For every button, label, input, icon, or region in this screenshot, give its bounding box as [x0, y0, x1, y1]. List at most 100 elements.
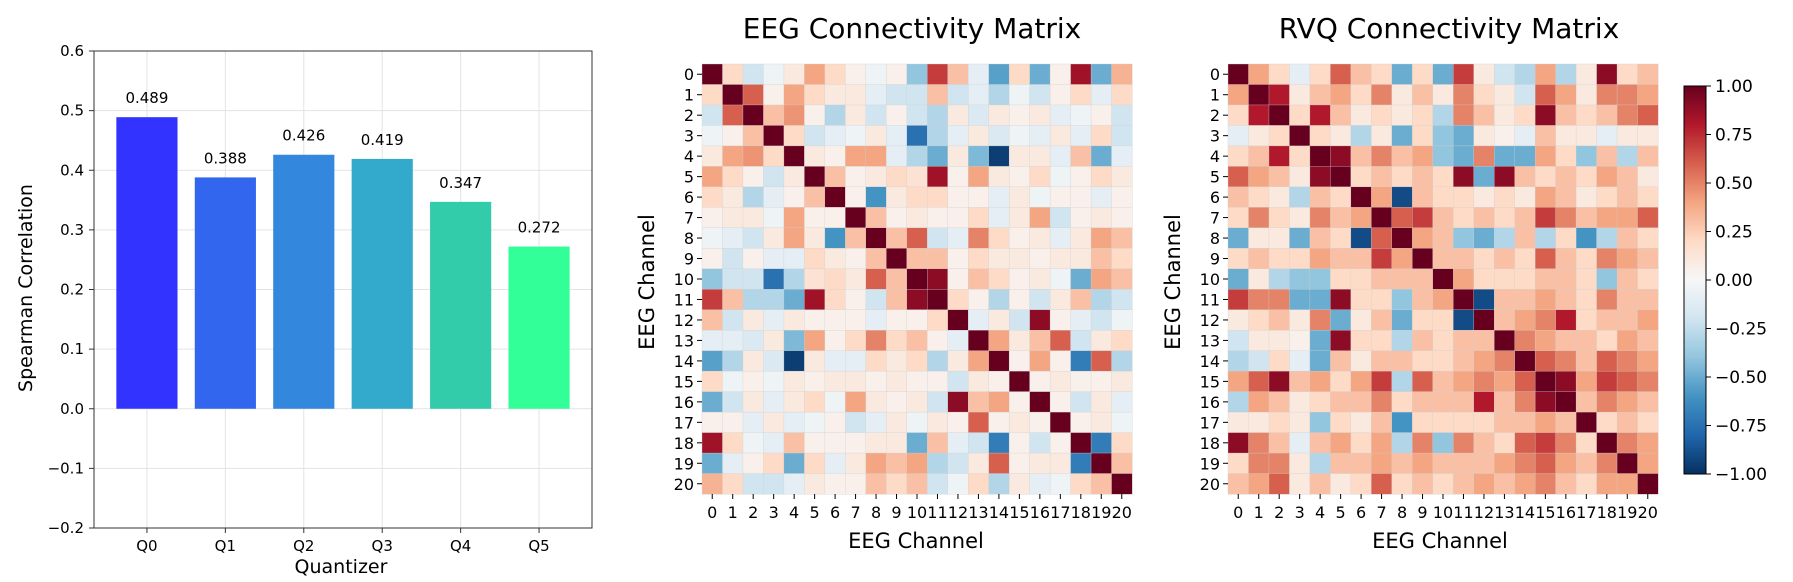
rvq-heatmap-cell: [1309, 473, 1331, 495]
eeg-heatmap-cell: [865, 391, 887, 413]
rvq-heatmap-x-tick-label: 15: [1535, 503, 1555, 522]
rvq-heatmap-cell: [1371, 330, 1393, 352]
rvq-heatmap-cell: [1248, 432, 1270, 454]
eeg-heatmap-cell: [947, 145, 969, 167]
rvq-heatmap-cell: [1534, 104, 1557, 126]
eeg-heatmap-cells: [701, 63, 1133, 495]
eeg-heatmap-cell: [1070, 227, 1092, 249]
eeg-heatmap-cell: [1111, 125, 1133, 147]
eeg-heatmap-cell: [845, 125, 867, 147]
eeg-heatmap-cell: [1070, 268, 1092, 290]
rvq-heatmap-cell: [1227, 248, 1249, 270]
eeg-heatmap-cell: [947, 248, 969, 270]
eeg-heatmap-cell: [947, 411, 969, 434]
rvq-heatmap-cell: [1596, 289, 1618, 311]
rvq-heatmap-cell: [1289, 350, 1311, 372]
rvq-heatmap-cell: [1268, 370, 1290, 393]
eeg-heatmap-cell: [763, 391, 785, 413]
rvq-heatmap-cell: [1227, 227, 1249, 249]
bar-y-tick-label: 0.5: [60, 102, 84, 120]
eeg-heatmap-cell: [865, 166, 887, 188]
eeg-heatmap-cell: [845, 104, 867, 126]
eeg-heatmap-cell: [804, 391, 826, 413]
eeg-heatmap-x-tick-label: 5: [810, 503, 820, 522]
rvq-heatmap-cell: [1350, 166, 1372, 188]
eeg-heatmap-cell: [947, 391, 969, 413]
eeg-heatmap-cell: [1008, 350, 1031, 372]
eeg-heatmap-cell: [1008, 391, 1031, 413]
eeg-heatmap-cell: [1029, 473, 1051, 495]
eeg-heatmap-cell: [824, 248, 846, 270]
rvq-heatmap-cell: [1514, 268, 1536, 290]
eeg-heatmap-cell: [783, 84, 805, 106]
eeg-heatmap-cell: [804, 452, 826, 474]
rvq-heatmap-cell: [1473, 186, 1495, 208]
rvq-heatmap-cell: [1534, 411, 1557, 434]
rvq-heatmap-cell: [1596, 452, 1618, 474]
eeg-heatmap-cell: [701, 330, 723, 352]
rvq-heatmap-cell: [1616, 268, 1638, 290]
eeg-heatmap-cell: [1049, 227, 1072, 249]
eeg-heatmap-cell: [722, 350, 744, 372]
rvq-heatmap-cell: [1514, 289, 1536, 311]
rvq-heatmap-cell: [1575, 63, 1598, 85]
eeg-heatmap-x-tick-label: 3: [769, 503, 779, 522]
rvq-heatmap-cell: [1330, 289, 1352, 311]
rvq-heatmap-cell: [1514, 411, 1536, 434]
eeg-heatmap-cell: [865, 309, 887, 331]
eeg-heatmap-cell: [1090, 309, 1112, 331]
rvq-heatmap-cell: [1268, 330, 1290, 352]
rvq-heatmap-cell: [1473, 370, 1495, 393]
rvq-heatmap-cell: [1453, 63, 1475, 85]
rvq-heatmap-y-tick-label: 12: [1200, 311, 1220, 330]
rvq-heatmap-cell: [1309, 330, 1331, 352]
rvq-heatmap-cell: [1596, 370, 1618, 393]
eeg-heatmap-cell: [824, 227, 846, 249]
rvq-heatmap-cell: [1534, 432, 1557, 454]
rvq-heatmap-cell: [1227, 391, 1249, 413]
eeg-heatmap-x-tick-label: 0: [707, 503, 717, 522]
rvq-heatmap-cell: [1534, 125, 1557, 147]
eeg-heatmap-cell: [927, 125, 949, 147]
eeg-heatmap-cell: [845, 186, 867, 208]
eeg-heatmap-cell: [927, 391, 949, 413]
eeg-heatmap-cell: [1111, 330, 1133, 352]
rvq-heatmap-cell: [1289, 125, 1311, 147]
rvq-heatmap-cell: [1555, 186, 1577, 208]
rvq-heatmap-cell: [1575, 452, 1598, 474]
eeg-heatmap-cell: [1111, 207, 1133, 229]
rvq-heatmap-y-tick-label: 10: [1200, 270, 1220, 289]
eeg-heatmap-cell: [845, 411, 867, 434]
eeg-heatmap-cell: [1049, 452, 1072, 474]
eeg-heatmap-cell: [947, 63, 969, 85]
eeg-heatmap-cell: [824, 63, 846, 85]
rvq-heatmap-cell: [1514, 186, 1536, 208]
rvq-heatmap-cell: [1555, 309, 1577, 331]
rvq-heatmap-cell: [1596, 350, 1618, 372]
rvq-heatmap-cell: [1596, 63, 1618, 85]
eeg-heatmap-cell: [763, 125, 785, 147]
rvq-heatmap-cell: [1637, 63, 1659, 85]
eeg-heatmap-cell: [1029, 289, 1051, 311]
eeg-heatmap-x-tick-label: 12: [948, 503, 968, 522]
eeg-heatmap-cell: [1029, 145, 1051, 167]
rvq-heatmap-cell: [1432, 84, 1454, 106]
eeg-heatmap-cell: [947, 309, 969, 331]
eeg-heatmap-cell: [947, 432, 969, 454]
eeg-heatmap-cell: [947, 104, 969, 126]
eeg-heatmap-cell: [722, 186, 744, 208]
rvq-heatmap-cell: [1453, 248, 1475, 270]
rvq-heatmap-cell: [1616, 370, 1638, 393]
eeg-heatmap-cell: [947, 186, 969, 208]
eeg-heatmap-cell: [1029, 248, 1051, 270]
eeg-heatmap-cell: [1090, 145, 1112, 167]
eeg-heatmap-cell: [845, 145, 867, 167]
bar-chart-y-axis-label: Spearman Correlation: [15, 184, 37, 392]
eeg-heatmap-cell: [1029, 227, 1051, 249]
colorbar-tick-label: 0.50: [1715, 174, 1753, 194]
eeg-heatmap-cell: [701, 145, 723, 167]
rvq-heatmap-y-tick-label: 11: [1200, 290, 1220, 309]
bar-value-label: 0.347: [439, 174, 482, 192]
rvq-heatmap-x-tick-label: 17: [1576, 503, 1596, 522]
eeg-heatmap-x-tick-label: 1: [728, 503, 738, 522]
